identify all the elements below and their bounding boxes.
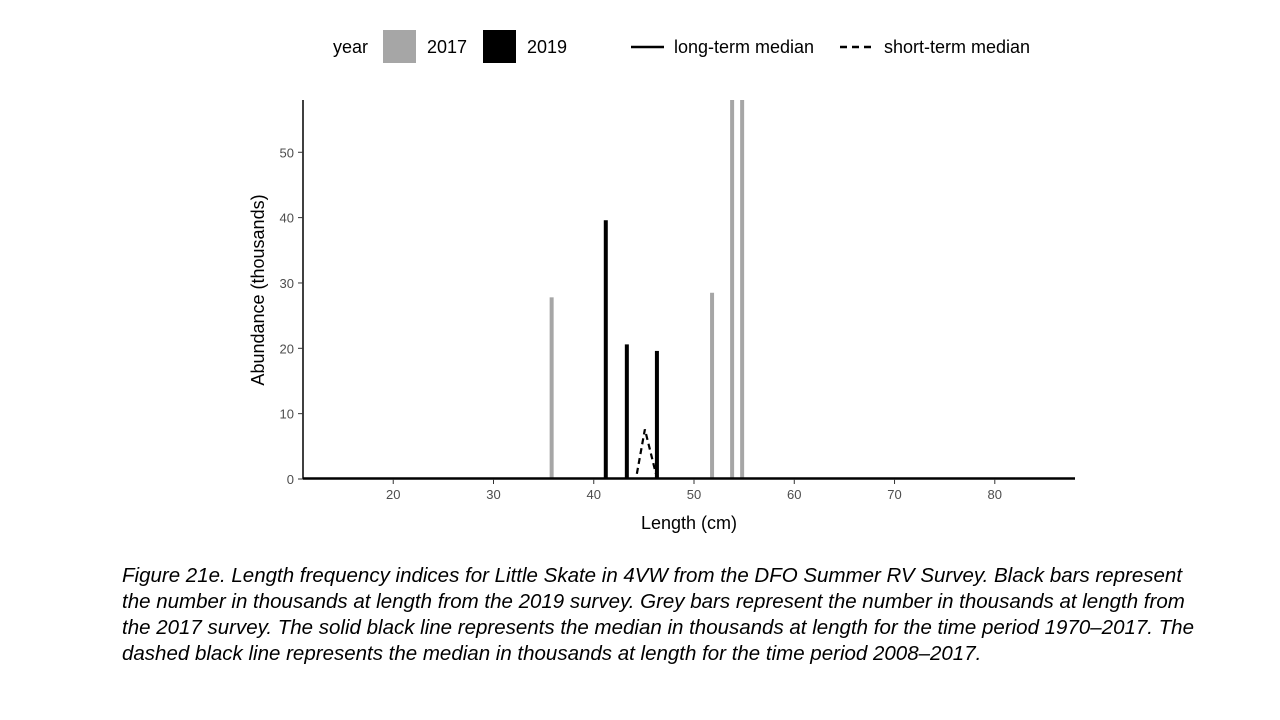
legend: year 2017 2019 long-term median short-term m… <box>333 30 1030 63</box>
axes: 20 30 40 50 60 70 80 0 10 20 30 40 50 <box>280 100 1075 502</box>
y-tick-label: 30 <box>280 276 294 291</box>
x-tick-label: 20 <box>386 487 400 502</box>
legend-title: year <box>333 37 368 57</box>
legend-swatch-2017 <box>383 30 416 63</box>
bar-2019-0 <box>603 220 608 479</box>
x-tick-label: 60 <box>787 487 801 502</box>
median-lines <box>635 429 657 475</box>
x-tick-label: 50 <box>687 487 701 502</box>
chart: year 2017 2019 long-term median short-term m… <box>248 30 1075 533</box>
bar-2019-2 <box>654 350 659 479</box>
x-tick-label: 70 <box>887 487 901 502</box>
line-short-term-median <box>635 429 657 475</box>
y-tick-label: 10 <box>280 407 294 422</box>
legend-label-long-term-median: long-term median <box>674 37 814 57</box>
bar-2017-1 <box>710 292 715 479</box>
y-tick-label: 50 <box>280 145 294 160</box>
figure-caption: Figure 21e. Length frequency indices for… <box>122 564 1194 665</box>
x-axis-label: Length (cm) <box>641 513 737 533</box>
legend-swatch-2019 <box>483 30 516 63</box>
x-tick-label: 30 <box>486 487 500 502</box>
x-tick-label: 80 <box>988 487 1002 502</box>
x-tick-label: 40 <box>587 487 601 502</box>
legend-label-2017: 2017 <box>427 37 467 57</box>
bar-2019-1 <box>624 344 629 479</box>
bars <box>549 100 745 479</box>
bar-2017-2 <box>730 100 735 479</box>
bar-2017-0 <box>549 297 554 479</box>
y-tick-label: 20 <box>280 341 294 356</box>
y-axis-label: Abundance (thousands) <box>248 194 268 385</box>
legend-label-short-term-median: short-term median <box>884 37 1030 57</box>
y-tick-label: 0 <box>287 472 294 487</box>
bar-2017-3 <box>740 100 745 479</box>
legend-label-2019: 2019 <box>527 37 567 57</box>
y-tick-label: 40 <box>280 211 294 226</box>
